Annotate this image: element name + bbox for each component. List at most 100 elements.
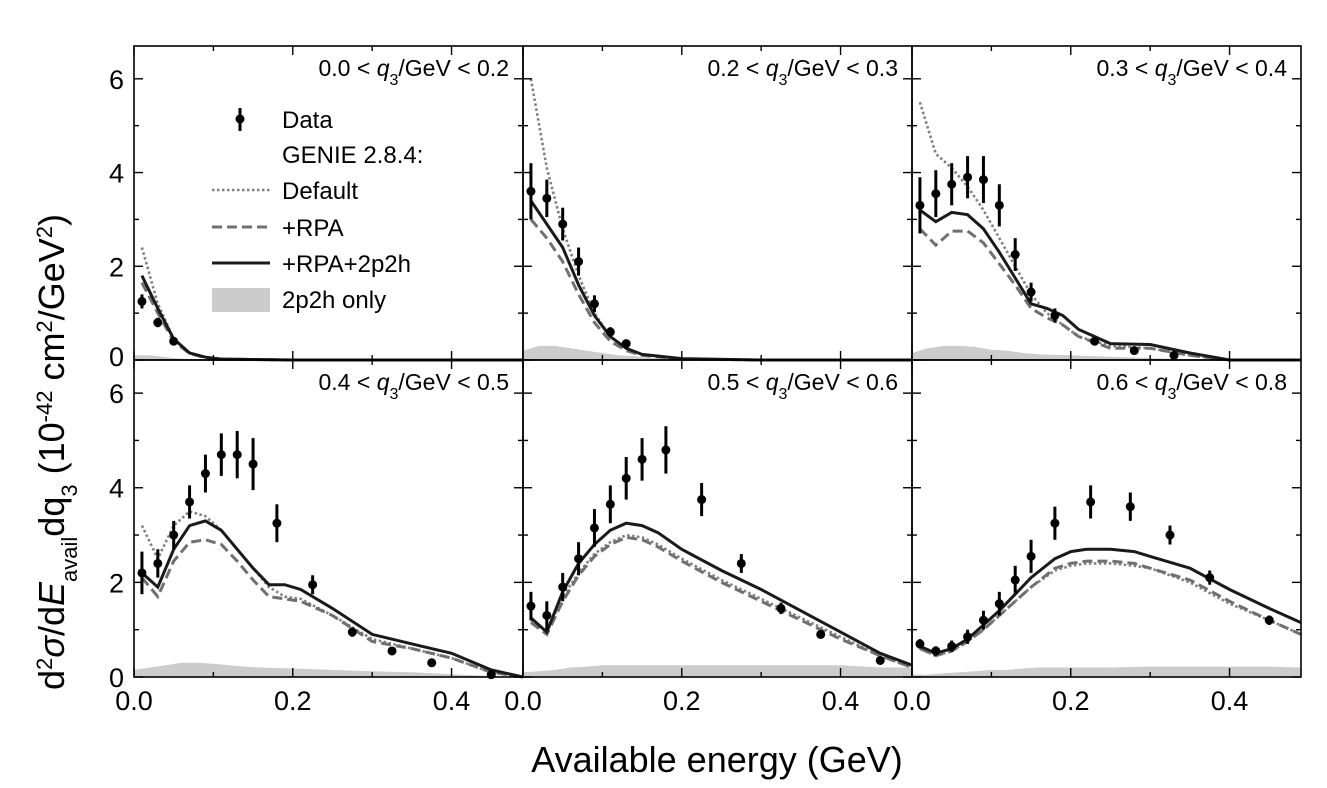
- data-point: [526, 186, 536, 196]
- series-2p2h-only-area: [134, 662, 523, 677]
- series-rpa-line: [919, 559, 1302, 658]
- data-point: [558, 582, 568, 592]
- series-rpa-2p2h-line: [529, 199, 912, 362]
- data-point: [816, 629, 826, 639]
- series-rpa-line: [529, 218, 912, 362]
- data-point: [697, 495, 707, 505]
- x-tick-label: 0.4: [1211, 686, 1249, 716]
- panel-frame: [522, 45, 913, 361]
- data-point: [915, 639, 925, 649]
- y-tick-label: 4: [109, 474, 124, 504]
- x-tick-label: 0.0: [893, 686, 931, 716]
- series-default-line: [140, 509, 524, 679]
- data-point: [558, 219, 568, 229]
- data-point: [308, 580, 318, 590]
- data-point: [1169, 350, 1179, 360]
- panel-3: 0.3 < q3/GeV < 0.4: [911, 45, 1302, 362]
- legend: Data GENIE 2.8.4: Default +RPA +RPA+2p2h…: [212, 107, 423, 314]
- series-rpa-line: [140, 538, 524, 679]
- series-2p2h-only-area: [523, 345, 912, 360]
- data-point: [978, 175, 988, 185]
- y-tick-label: 0: [109, 342, 124, 372]
- x-tick-label: 0.2: [1052, 686, 1090, 716]
- series-default-line: [918, 101, 1301, 362]
- data-point: [216, 450, 226, 460]
- panel-title: 0.2 < q3/GeV < 0.3: [708, 55, 899, 89]
- data-point: [994, 599, 1004, 609]
- data-point: [153, 318, 163, 328]
- data-point: [574, 257, 584, 267]
- x-tick-label: 0.2: [663, 686, 701, 716]
- y-tick-label: 6: [109, 65, 124, 95]
- panel-title: 0.0 < q3/GeV < 0.2: [319, 55, 510, 89]
- series-2p2h-only-area: [912, 345, 1301, 360]
- data-point: [137, 296, 147, 306]
- data-point: [621, 473, 631, 483]
- legend-2p2h-label: 2p2h only: [282, 287, 386, 314]
- series-default-line: [530, 533, 913, 669]
- data-point: [1264, 615, 1274, 625]
- data-point: [661, 445, 671, 455]
- x-axis-label: Available energy (GeV): [531, 739, 903, 780]
- series-default-line: [919, 562, 1302, 658]
- data-point: [589, 523, 599, 533]
- legend-default-label: Default: [282, 178, 358, 205]
- data-point: [875, 655, 885, 665]
- data-point: [947, 641, 957, 651]
- data-point: [1050, 310, 1060, 320]
- legend-genie-header: GENIE 2.8.4:: [282, 142, 423, 169]
- x-tick-label: 0.4: [822, 686, 860, 716]
- data-point: [1010, 575, 1020, 585]
- data-point: [1026, 287, 1036, 297]
- series-rpa-2p2h-line: [140, 519, 524, 679]
- data-point: [1205, 573, 1215, 583]
- data-point: [347, 627, 357, 637]
- series-rpa-2p2h-line: [919, 547, 1302, 655]
- series-rpa-2p2h-line: [919, 208, 1301, 362]
- data-point: [1086, 497, 1096, 507]
- legend-data-label: Data: [282, 107, 333, 134]
- panels-group: 0 2 4 6 0.0 < q3/GeV < 0.2 0.2 < q3/GeV < 0.3…: [109, 45, 1302, 716]
- y-tick-label: 2: [109, 252, 124, 282]
- data-point: [776, 603, 786, 613]
- panel-title: 0.3 < q3/GeV < 0.4: [1097, 55, 1288, 89]
- y-tick-label: 6: [109, 379, 124, 409]
- y-tick-label: 2: [109, 568, 124, 598]
- x-tick-label: 0.4: [433, 686, 471, 716]
- panel-title: 0.5 < q3/GeV < 0.6: [708, 369, 899, 403]
- data-point: [931, 189, 941, 199]
- data-point: [169, 336, 179, 346]
- panel-frame: [911, 45, 1302, 361]
- data-point: [963, 632, 973, 642]
- panel-title: 0.6 < q3/GeV < 0.8: [1097, 369, 1288, 403]
- data-point: [542, 610, 552, 620]
- data-point: [574, 554, 584, 564]
- series-2p2h-only-area: [912, 666, 1301, 677]
- data-point: [589, 299, 599, 309]
- series-rpa-line: [918, 227, 1301, 362]
- data-point: [137, 568, 147, 578]
- data-point: [153, 558, 163, 568]
- panel-title: 0.4 < q3/GeV < 0.5: [319, 369, 510, 403]
- panel-frame: [133, 359, 524, 678]
- data-point: [1010, 250, 1020, 260]
- data-point: [272, 518, 282, 528]
- data-point: [931, 646, 941, 656]
- panel-4: 0 2 4 6 0.0 0.2 0.4 0.4 < q3/GeV < 0.5: [109, 359, 524, 716]
- data-point: [526, 601, 536, 611]
- panel-2: 0.2 < q3/GeV < 0.3: [522, 45, 913, 362]
- x-tick-label: 0.0: [504, 686, 542, 716]
- data-point: [1125, 502, 1135, 512]
- panel-frame: [522, 359, 913, 678]
- data-point: [1165, 530, 1175, 540]
- data-point: [542, 193, 552, 203]
- legend-2p2h-swatch: [212, 288, 270, 312]
- legend-data-marker: [235, 108, 245, 131]
- series-rpa-2p2h-line: [529, 521, 913, 667]
- y-tick-label: 4: [109, 159, 124, 189]
- x-tick-label: 0.0: [115, 686, 153, 716]
- data-point: [736, 558, 746, 568]
- y-axis-label: d2σ/dEavaildq3 (10-42 cm2/GeV2): [31, 214, 82, 690]
- data-point: [427, 658, 437, 668]
